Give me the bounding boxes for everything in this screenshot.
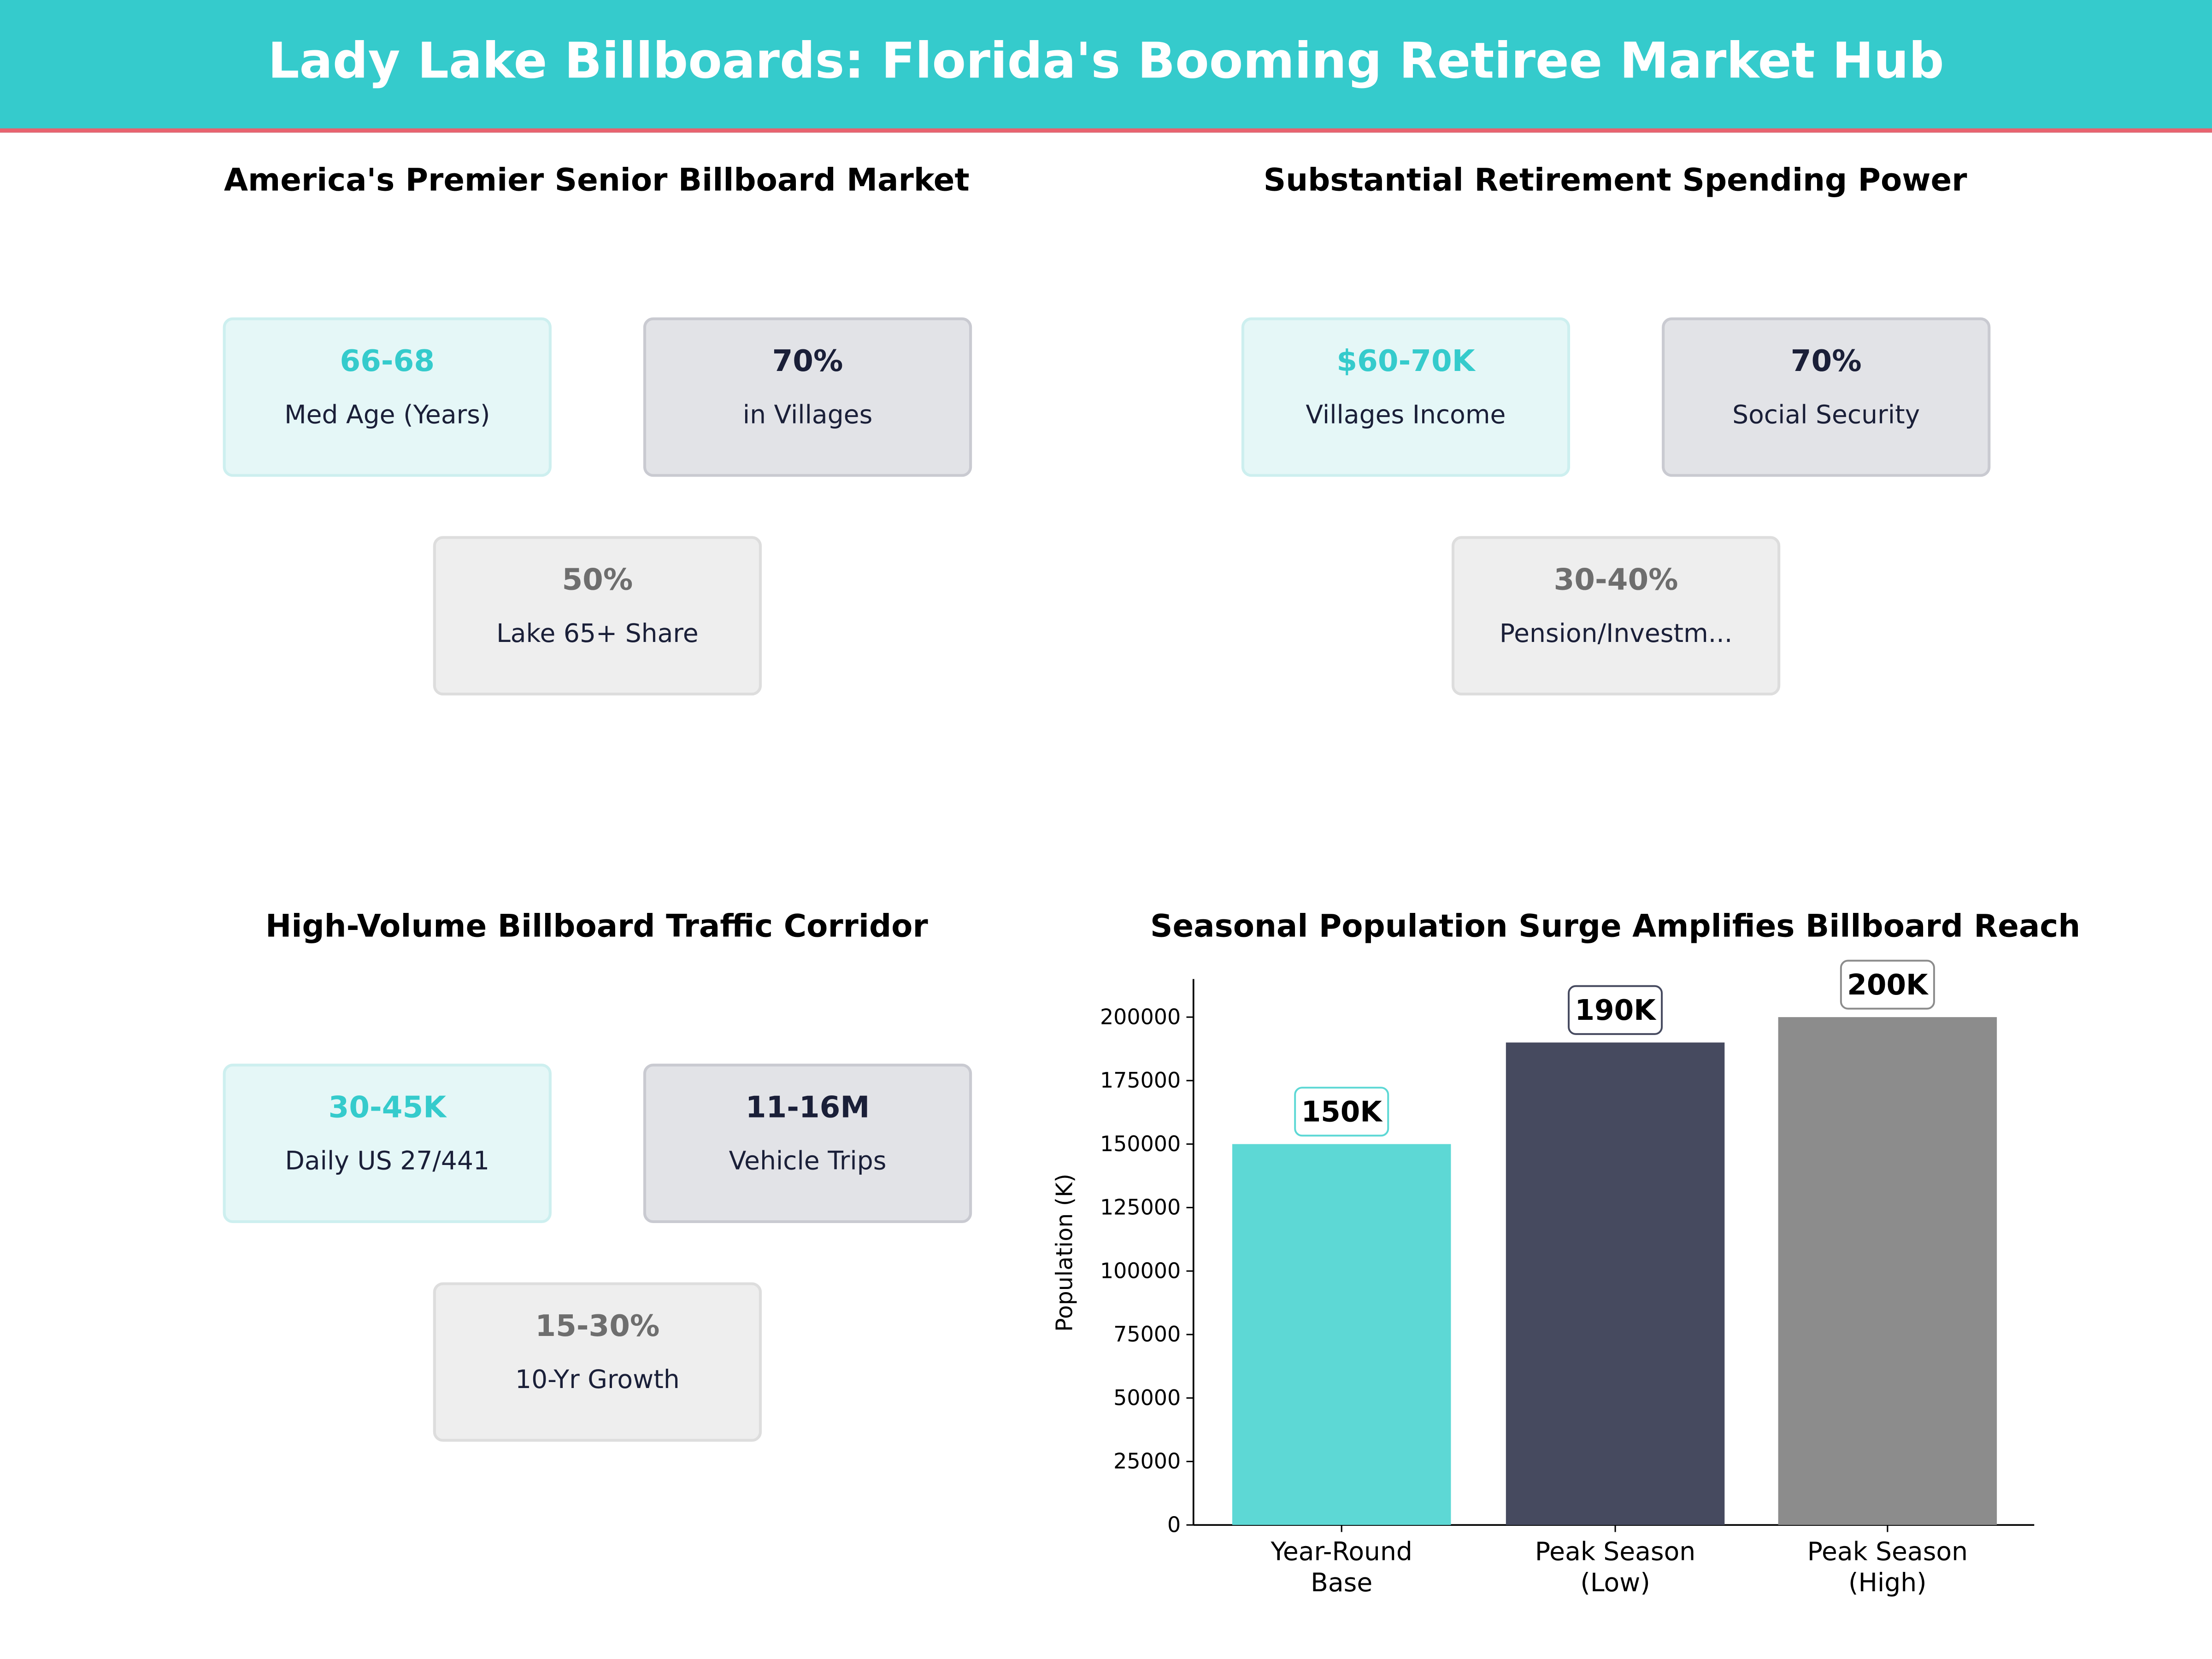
- x-tick-label: Year-Round Base: [1271, 1537, 1412, 1597]
- y-axis-label: Population (K): [1052, 1174, 1078, 1332]
- stat-label: Villages Income: [1306, 400, 1506, 430]
- stat-card: 30-40% Pension/Investm...: [1451, 536, 1781, 696]
- stat-card: $60-70K Villages Income: [1241, 317, 1571, 477]
- stat-card: 70% in Villages: [643, 317, 972, 477]
- panel-title: America's Premier Senior Billboard Marke…: [224, 164, 970, 199]
- y-tick-label: 50000: [1113, 1385, 1181, 1410]
- header-banner: Lady Lake Billboards: Florida's Booming …: [0, 0, 2212, 133]
- data-label: 200K: [1847, 969, 1929, 1001]
- stat-label: in Villages: [742, 400, 873, 430]
- y-tick-label: 0: [1167, 1512, 1181, 1537]
- data-label: 190K: [1575, 994, 1657, 1027]
- stat-value: 15-30%: [535, 1309, 660, 1343]
- stat-card: 70% Social Security: [1662, 317, 1991, 477]
- stat-value: $60-70K: [1336, 344, 1475, 378]
- stat-label: Lake 65+ Share: [496, 619, 699, 649]
- bar: [1506, 1042, 1725, 1525]
- stat-value: 50%: [562, 563, 633, 597]
- stat-value: 30-40%: [1553, 563, 1678, 597]
- stat-value: 30-45K: [328, 1090, 447, 1124]
- data-label-box: [1568, 985, 1663, 1035]
- x-tick-label: Peak Season (High): [1807, 1537, 1968, 1597]
- y-tick-label: 175000: [1100, 1068, 1181, 1093]
- stat-card: 30-45K Daily US 27/441: [223, 1064, 552, 1224]
- x-tick-label: Peak Season (Low): [1535, 1537, 1695, 1597]
- y-tick-label: 200000: [1100, 1004, 1181, 1029]
- y-tick-label: 150000: [1100, 1131, 1181, 1156]
- y-tick-label: 75000: [1113, 1322, 1181, 1347]
- stat-value: 66-68: [340, 344, 435, 378]
- stat-value: 70%: [1790, 344, 1862, 378]
- stat-value: 70%: [772, 344, 843, 378]
- stat-card: 66-68 Med Age (Years): [223, 317, 552, 477]
- data-label-box: [1294, 1087, 1389, 1137]
- stat-card: 50% Lake 65+ Share: [433, 536, 762, 696]
- stat-card: 11-16M Vehicle Trips: [643, 1064, 972, 1224]
- panel-title: High-Volume Billboard Traffic Corridor: [265, 910, 928, 946]
- bar: [1778, 1017, 1997, 1525]
- chart-title: Seasonal Population Surge Amplifies Bill…: [1150, 910, 2081, 946]
- stat-label: Daily US 27/441: [285, 1147, 490, 1177]
- y-tick-label: 125000: [1100, 1195, 1181, 1220]
- stat-label: Social Security: [1732, 400, 1920, 430]
- stat-label: 10-Yr Growth: [515, 1365, 680, 1395]
- stat-card: 15-30% 10-Yr Growth: [433, 1282, 762, 1442]
- page-title: Lady Lake Billboards: Florida's Booming …: [268, 34, 1944, 90]
- stat-value: 11-16M: [745, 1090, 870, 1124]
- y-tick-label: 25000: [1113, 1449, 1181, 1474]
- panel-title: Substantial Retirement Spending Power: [1263, 164, 1967, 199]
- data-label: 150K: [1301, 1096, 1383, 1129]
- bar: [1232, 1144, 1451, 1525]
- stat-label: Med Age (Years): [284, 400, 490, 430]
- data-label-box: [1840, 959, 1935, 1010]
- y-tick-label: 100000: [1100, 1258, 1181, 1283]
- stat-label: Vehicle Trips: [729, 1147, 887, 1177]
- stat-label: Pension/Investm...: [1499, 619, 1733, 649]
